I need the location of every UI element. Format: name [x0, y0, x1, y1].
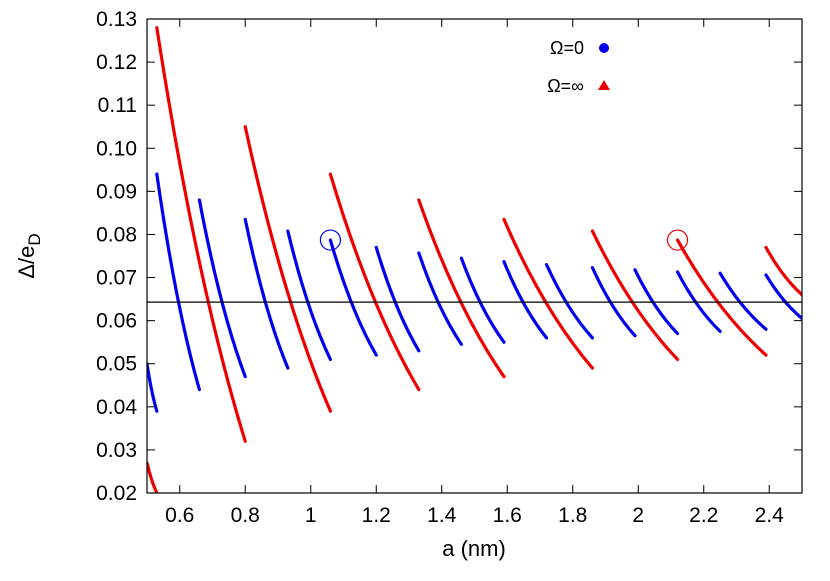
series-0-branch-6 [374, 245, 421, 353]
series-1-branch-1 [155, 26, 247, 443]
y-axis-title-main: Δ/e [14, 246, 39, 279]
series-group [147, 26, 802, 493]
legend-marker-0 [599, 43, 609, 53]
y-tick-label-9: 0.11 [98, 94, 137, 117]
legend-marker-1 [598, 80, 610, 90]
x-tick-label-9: 2.4 [755, 504, 785, 527]
x-tick-label-0: 0.6 [165, 504, 194, 527]
series-0-branch-5 [328, 238, 378, 357]
y-tick-label-7: 0.09 [96, 180, 137, 203]
x-tick-label-1: 0.8 [231, 504, 260, 527]
series-0-branch-1 [155, 172, 201, 392]
series-0-branch-4 [286, 229, 332, 362]
x-tick-label-4: 1.4 [427, 504, 457, 527]
series-0-branch-9 [502, 260, 549, 340]
x-tick-label-7: 2 [632, 504, 644, 527]
series-0-branch-8 [459, 256, 506, 344]
series-1-branch-3 [328, 172, 421, 392]
series-0-branch-12 [633, 268, 680, 336]
plot-frame [146, 18, 803, 494]
series-0-branch-7 [417, 251, 463, 346]
x-tick-label-8: 2.2 [689, 504, 718, 527]
y-axis-title-sub: D [25, 233, 44, 245]
series-1-branch-0 [147, 461, 159, 493]
data-layer [147, 26, 802, 493]
y-axis: 0.02 0.03 0.04 0.05 0.06 0.07 0.08 0.09 0.10 0.11… [96, 8, 802, 505]
series-0-branch-10 [544, 263, 594, 340]
y-tick-label-10: 0.12 [96, 51, 137, 74]
x-tick-label-6: 1.8 [558, 504, 587, 527]
x-tick-label-2: 1 [305, 504, 317, 527]
series-1-branch-4 [417, 198, 506, 379]
x-axis-title: a (nm) [442, 536, 506, 561]
x-tick-label-3: 1.2 [362, 504, 391, 527]
highlight-circle-1 [666, 229, 689, 251]
series-0-branch-3 [243, 217, 290, 370]
y-tick-label-0: 0.02 [96, 482, 137, 505]
series-0-branch-0 [147, 362, 159, 413]
y-tick-label-8: 0.10 [96, 137, 137, 160]
series-0-branch-15 [764, 273, 802, 321]
series-0-branch-13 [675, 270, 722, 334]
x-tick-label-5: 1.6 [493, 504, 522, 527]
x-axis: 0.6 0.8 1 1.2 1.4 1.6 1.8 2 2.2 2.4 [165, 19, 784, 527]
y-tick-label-6: 0.08 [96, 223, 137, 246]
series-0-branch-2 [197, 198, 247, 379]
legend-label-0: Ω=0 [550, 38, 584, 58]
series-1-branch-8 [764, 245, 802, 297]
legend-label-1: Ω=∞ [547, 76, 584, 96]
series-1-branch-7 [675, 238, 768, 357]
y-axis-title: Δ/eD [14, 233, 44, 278]
y-tick-label-3: 0.05 [96, 353, 137, 376]
y-tick-label-2: 0.04 [96, 396, 137, 419]
y-tick-label-4: 0.06 [96, 310, 137, 333]
y-tick-label-5: 0.07 [96, 267, 137, 290]
legend: Ω=0 Ω=∞ [547, 38, 610, 96]
series-1-branch-2 [243, 125, 332, 413]
highlight-circle-0 [319, 229, 341, 251]
y-tick-label-1: 0.03 [96, 439, 137, 462]
series-1-branch-6 [590, 229, 680, 362]
series-0-branch-11 [590, 266, 637, 338]
series-0-branch-14 [718, 271, 768, 331]
y-tick-label-11: 0.13 [96, 8, 137, 31]
